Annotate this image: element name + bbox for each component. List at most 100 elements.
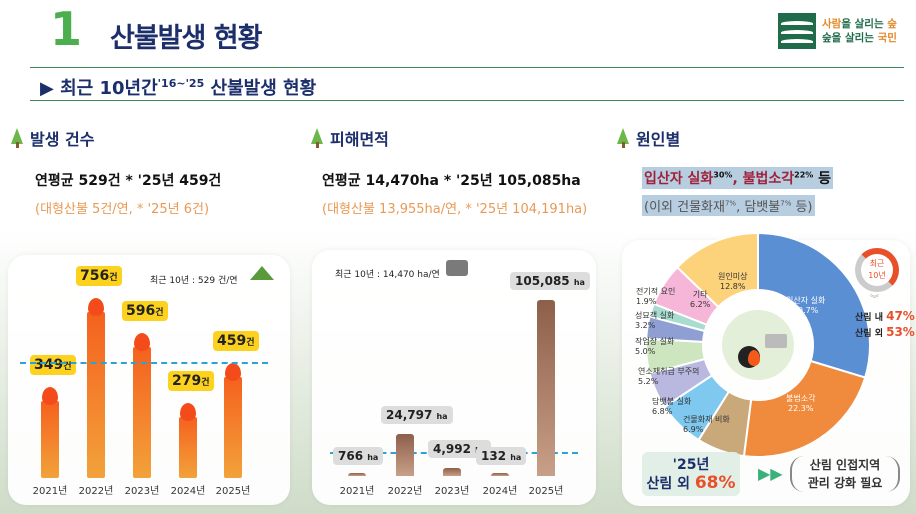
pot-icon (765, 334, 787, 348)
cause-sup: 7% (724, 199, 737, 208)
count-value-label: 756건 (76, 266, 122, 286)
area-bar (491, 473, 509, 476)
badge-text: 최근 (869, 259, 885, 268)
callout-year: '25년 (672, 457, 710, 473)
out-forest-label: 산림 외 (855, 329, 887, 339)
logo-text: 사람 (822, 18, 842, 30)
count-chart-note: 최근 10년 : 529 건/연 (150, 276, 238, 286)
cause-sup: 30% (713, 170, 733, 180)
forest-split: 산림 내 47% 산림 외 53% (855, 309, 915, 341)
flame-icon (88, 298, 104, 316)
flame-icon (225, 363, 241, 382)
need-text: 관리 강화 필요 (807, 476, 883, 490)
donut-label: 건물화재 비화 6.9% (683, 415, 730, 434)
area-bar (537, 300, 555, 476)
year-tick-label: 2023년 (124, 486, 160, 497)
subtitle-text: ▶ 최근 10년간 (40, 78, 158, 99)
logo-text: 을 살리는 (841, 18, 888, 30)
donut-label: 연소재취급 부주의 5.2% (638, 367, 700, 386)
area-value-label: 105,085 ha (510, 272, 590, 290)
cause-summary: 입산자 실화30%, 불법소각22% 등 (642, 167, 834, 189)
area-summary: 연평균 14,470ha * '25년 105,085ha (322, 173, 581, 189)
donut-label: 담뱃불 실화 6.8% (652, 397, 692, 416)
tree-icon (10, 128, 24, 148)
flame-icon (180, 402, 196, 421)
donut-slice (757, 232, 871, 379)
callout-value: 68% (694, 473, 736, 493)
count-bar (87, 312, 105, 478)
section-header-area: 피해면적 (310, 126, 389, 150)
cause-others: (이외 건물화재7%, 담뱃불7% 등) (642, 195, 815, 216)
year-tick-label: 2022년 (387, 486, 423, 497)
logo-text: 숲 (887, 18, 897, 30)
area-chart-note: 최근 10년 : 14,470 ha/연 (335, 270, 440, 280)
cause-sup: 22% (794, 170, 814, 180)
mountain-icon (250, 266, 274, 280)
cause-donut-chart (645, 232, 871, 458)
count-summary: 연평균 529건 * '25년 459건 (35, 173, 222, 189)
callout-label: 산림 외 (646, 476, 695, 492)
count-bar (224, 377, 242, 478)
count-value-label: 279건 (168, 370, 214, 391)
year-tick-label: 2024년 (482, 486, 518, 497)
area-bar (396, 434, 414, 476)
section-header-count: 발생 건수 (10, 126, 94, 150)
section-title: 피해면적 (330, 130, 389, 149)
page-title: 산불발생 현황 (110, 23, 262, 54)
logo-text: 국민 (877, 32, 897, 44)
area-large-fire: (대형산불 13,955ha/연, * '25년 104,191ha) (322, 202, 588, 217)
cause-text: 입산자 실화 (644, 171, 714, 187)
cause-sup: 7% (780, 199, 792, 208)
cause-text: , 담뱃불 (736, 200, 781, 215)
donut-label: 불법소각 22.3% (786, 394, 816, 413)
logo-text: 숲을 살리는 (822, 32, 878, 44)
chevron-down-icon: ︾ (870, 295, 880, 305)
count-value-label: 349건 (30, 355, 76, 376)
cause-text: 등 (813, 171, 832, 187)
tree-icon (310, 128, 324, 148)
count-bar (179, 416, 197, 478)
subtitle-text: 산불발생 현황 (204, 78, 317, 99)
count-large-fire: (대형산불 5건/연, * '25년 6건) (35, 202, 210, 217)
flame-icon (134, 333, 150, 352)
recent-10yr-badge: 최근 10년 (855, 248, 899, 292)
donut-slice (742, 359, 867, 458)
fire-icon (748, 350, 760, 366)
section-title: 발생 건수 (30, 130, 95, 149)
section-title: 원인별 (636, 130, 681, 149)
count-bar (133, 347, 151, 478)
donut-slice (675, 232, 759, 309)
donut-label: 전기적 요인 1.9% (636, 287, 676, 306)
year-tick-label: 2021년 (339, 486, 375, 497)
out-forest-value: 53% (886, 325, 915, 339)
area-value-label: 132 ha (476, 447, 527, 465)
donut-label: 원인미상 12.8% (718, 272, 748, 291)
count-value-label: 459건 (213, 331, 259, 352)
count-value-label: 596건 (122, 301, 168, 322)
donut-label: 작업장 실화 5.0% (635, 337, 675, 356)
cause-text: (이외 건물화재 (644, 200, 725, 215)
divider (30, 67, 904, 68)
area-value-label: 24,797 ha (381, 406, 453, 425)
subtitle: ▶ 최근 10년간'16~'25 산불발생 현황 (40, 74, 316, 100)
in-forest-value: 47% (886, 309, 915, 323)
cause-text: 등) (791, 200, 813, 215)
donut-label: 기타 6.2% (690, 290, 711, 309)
donut-label: 성묘객 실화 3.2% (635, 311, 675, 330)
year-tick-label: 2022년 (78, 486, 114, 497)
year-tick-label: 2025년 (528, 486, 564, 497)
divider (30, 100, 904, 101)
burnt-land-icon (446, 260, 468, 276)
area-bar (348, 473, 366, 476)
area-value-label: 766 ha (333, 447, 384, 465)
badge-text: 10년 (868, 271, 886, 280)
subtitle-sup: '16~'25 (157, 77, 205, 90)
cause-text: , 불법소각 (732, 171, 795, 187)
flame-icon (42, 387, 58, 406)
average-line (20, 361, 268, 364)
year-tick-label: 2021년 (32, 486, 68, 497)
need-text: 산림 인접지역 (809, 458, 881, 472)
